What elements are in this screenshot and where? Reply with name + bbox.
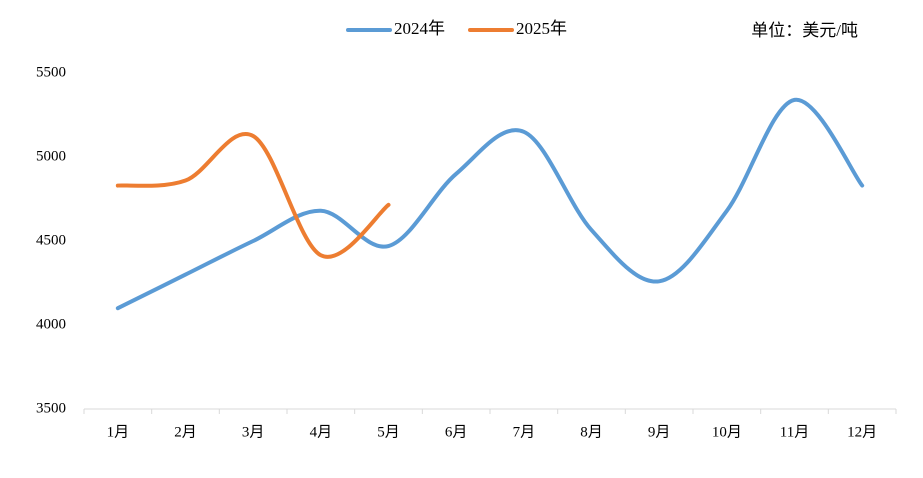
- x-tick-label: 3月: [242, 424, 265, 440]
- line: [115, 132, 391, 259]
- y-tick-label: 5500: [36, 64, 66, 80]
- x-tick-label: 6月: [445, 424, 468, 440]
- x-tick-label: 5月: [377, 424, 400, 440]
- y-tick-label: 4000: [36, 316, 66, 332]
- legend-label: 2025年: [516, 19, 567, 38]
- x-tick-label: 7月: [513, 424, 536, 440]
- unit-label: 单位：美元/吨: [751, 21, 858, 40]
- x-tick-label: 9月: [648, 424, 671, 440]
- y-tick-label: 5000: [36, 148, 66, 164]
- x-tick-label: 10月: [712, 424, 742, 440]
- x-tick-label: 1月: [107, 424, 130, 440]
- line: [115, 97, 865, 311]
- x-tick-label: 2月: [174, 424, 197, 440]
- y-tick-label: 4500: [36, 232, 66, 248]
- x-tick-label: 11月: [780, 424, 809, 440]
- x-tick-label: 4月: [310, 424, 333, 440]
- x-tick-label: 12月: [847, 424, 877, 440]
- legend-label: 2024年: [394, 19, 445, 38]
- x-tick-label: 8月: [580, 424, 603, 440]
- y-tick-label: 3500: [36, 400, 66, 416]
